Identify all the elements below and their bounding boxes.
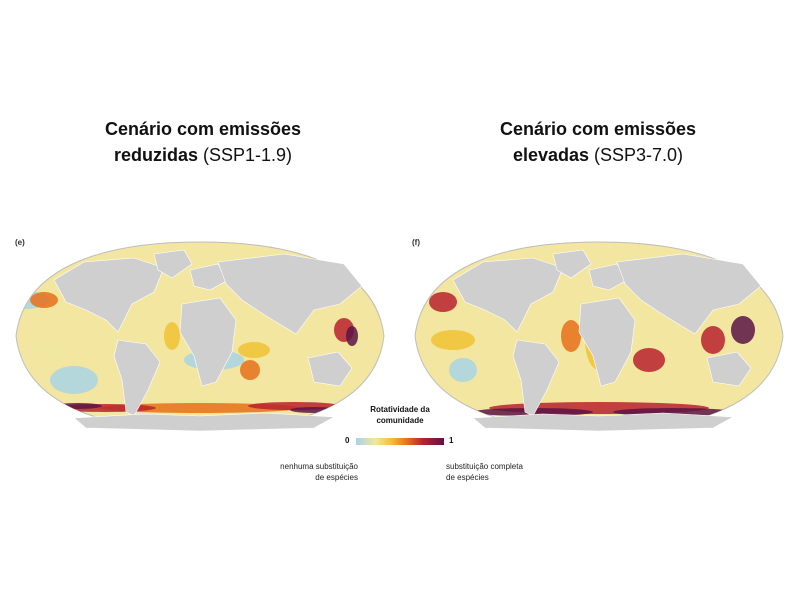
legend-min-desc-line-2: de espécies bbox=[315, 473, 358, 482]
legend-min-label: 0 bbox=[345, 436, 350, 445]
turnover-patch bbox=[34, 342, 66, 358]
landmass-antarctica bbox=[73, 412, 336, 432]
landmass-asia bbox=[616, 253, 762, 335]
legend-title-line-1: Rotatividade da bbox=[370, 405, 430, 414]
title-scenario-code: (SSP3-7.0) bbox=[589, 145, 684, 165]
turnover-patch bbox=[50, 366, 98, 394]
landmass-north-america bbox=[53, 257, 165, 333]
landmass-europe bbox=[588, 263, 628, 291]
turnover-patch bbox=[238, 342, 270, 358]
turnover-patch bbox=[54, 403, 102, 409]
map-title-low-emissions: Cenário com emissões reduzidas (SSP1-1.9… bbox=[53, 116, 353, 168]
world-map-low-emissions bbox=[15, 241, 385, 432]
world-map-high-emissions bbox=[414, 241, 784, 432]
turnover-patch bbox=[431, 330, 475, 350]
landmass-africa bbox=[179, 297, 237, 387]
landmass-greenland bbox=[552, 249, 592, 279]
title-line-1: Cenário com emissões bbox=[499, 119, 697, 139]
landmass-australia bbox=[307, 351, 353, 387]
legend-min-desc-line-1: nenhuma substituição bbox=[280, 462, 358, 471]
legend-max-label: 1 bbox=[449, 436, 454, 445]
landmass-north-america bbox=[452, 257, 564, 333]
map-title-high-emissions: Cenário com emissões elevadas (SSP3-7.0) bbox=[448, 116, 748, 168]
legend-max-desc-line-1: substituição completa bbox=[446, 462, 523, 471]
title-bold-part: reduzidas bbox=[113, 145, 198, 165]
turnover-patch bbox=[30, 292, 58, 308]
turnover-patch bbox=[731, 316, 755, 344]
legend-min-description: nenhuma substituição de espécies bbox=[258, 461, 358, 483]
legend-max-desc-line-2: de espécies bbox=[446, 473, 489, 482]
legend-title-line-2: comunidade bbox=[376, 416, 424, 425]
landmass-europe bbox=[189, 263, 229, 291]
turnover-patch bbox=[164, 322, 180, 350]
turnover-patch bbox=[449, 358, 477, 382]
title-bold-part: elevadas bbox=[512, 145, 589, 165]
landmass-australia bbox=[706, 351, 752, 387]
turnover-patch bbox=[290, 407, 338, 413]
title-line-1: Cenário com emissões bbox=[104, 119, 302, 139]
landmass-asia bbox=[217, 253, 363, 335]
turnover-patch bbox=[346, 326, 358, 346]
landmass-antarctica bbox=[472, 412, 735, 432]
turnover-patch bbox=[701, 326, 725, 354]
color-scale-bar bbox=[356, 438, 444, 445]
turnover-patch bbox=[561, 320, 581, 352]
title-scenario-code: (SSP1-1.9) bbox=[197, 145, 293, 165]
landmass-greenland bbox=[153, 249, 193, 279]
legend-max-description: substituição completa de espécies bbox=[446, 461, 566, 483]
panel-letter-e: (e) bbox=[15, 238, 25, 247]
panel-letter-f: (f) bbox=[412, 238, 420, 247]
landmass-africa bbox=[578, 297, 636, 387]
turnover-patch bbox=[429, 292, 457, 312]
legend-title: Rotatividade da comunidade bbox=[357, 404, 443, 426]
turnover-patch bbox=[633, 348, 665, 372]
turnover-patch bbox=[240, 360, 260, 380]
